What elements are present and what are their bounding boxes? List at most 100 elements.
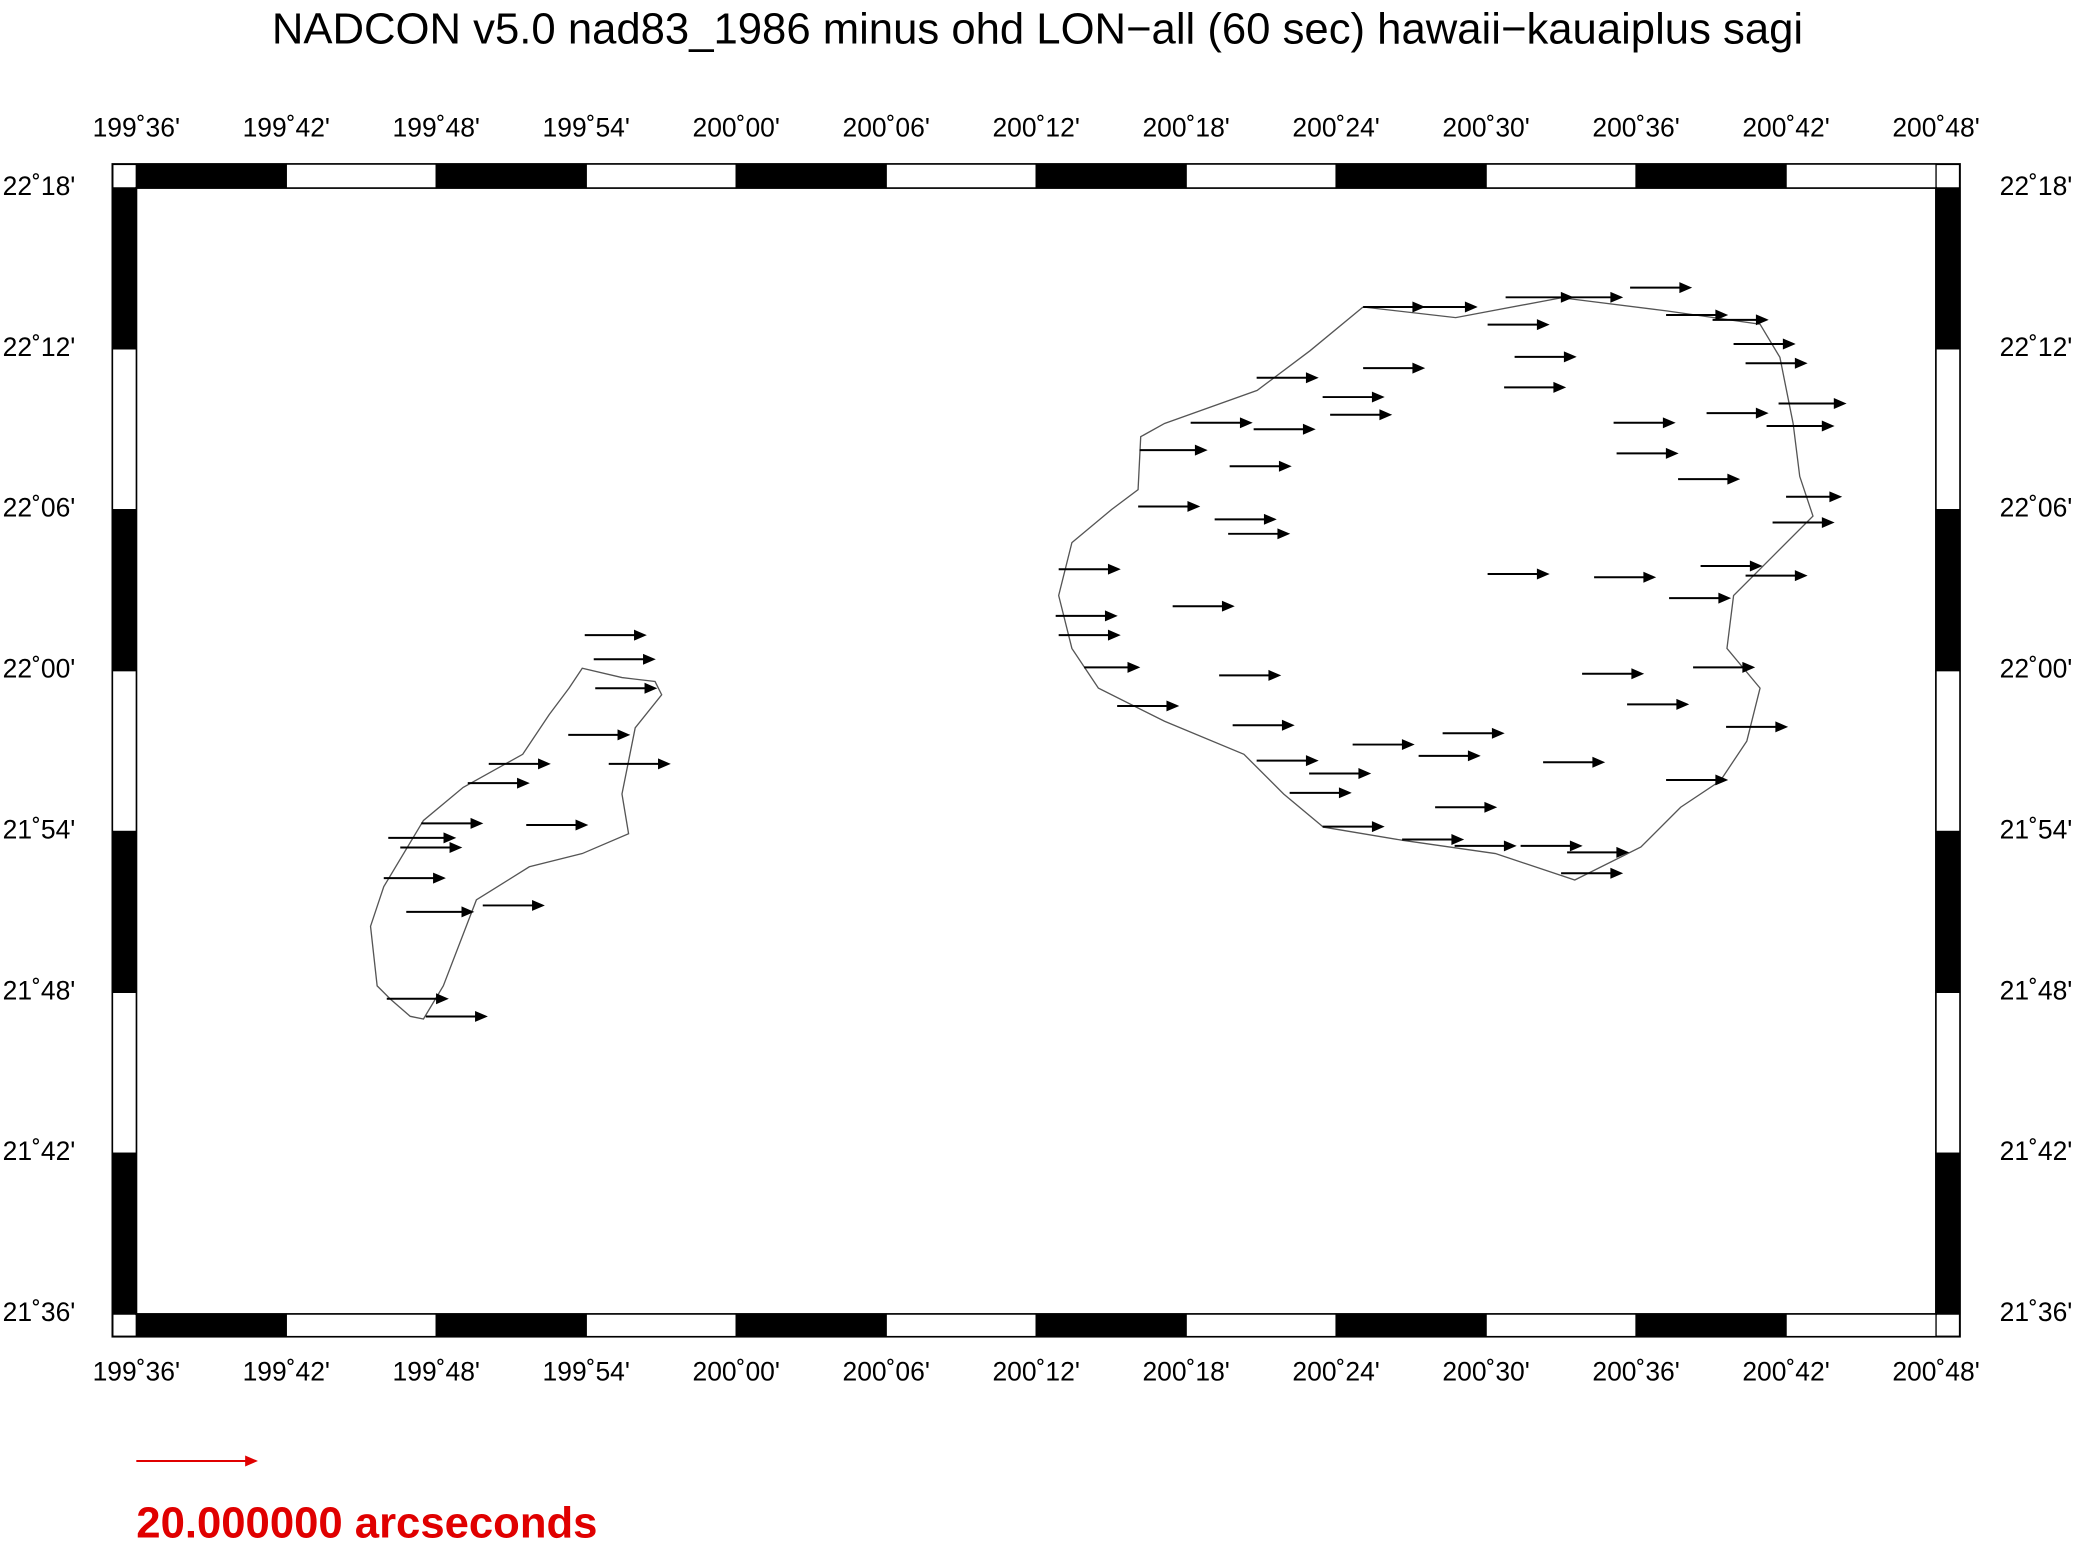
shift-vector <box>1666 774 1729 786</box>
frame-segment <box>1935 509 1961 672</box>
shift-vector <box>1678 473 1741 485</box>
shift-vector <box>1309 768 1372 779</box>
frame-segment <box>111 830 137 993</box>
x-tick-label-bottom: 199˚42' <box>243 1357 330 1387</box>
frame-segment <box>111 348 137 511</box>
shift-vector <box>1442 727 1505 739</box>
shift-vector <box>1627 698 1690 710</box>
x-tick-label-bottom: 200˚42' <box>1742 1357 1829 1387</box>
frame-segment <box>885 163 1037 189</box>
frame-segment <box>1635 163 1787 189</box>
map-title: NADCON v5.0 nad83_1986 minus ohd LON−all… <box>272 4 1803 53</box>
shift-vector <box>1139 444 1208 456</box>
y-tick-label-left: 21˚42' <box>3 1136 76 1166</box>
shift-vector <box>1256 372 1319 384</box>
shift-vector <box>584 629 647 641</box>
frame-segment <box>111 187 137 350</box>
y-tick-label-right: 22˚12' <box>2000 332 2073 362</box>
frame-segment <box>285 1313 437 1338</box>
y-tick-label-right: 22˚00' <box>2000 654 2073 684</box>
shift-vector <box>1666 309 1729 321</box>
shift-vector <box>1504 381 1567 393</box>
frame-segment <box>111 509 137 672</box>
frame-segment <box>1335 163 1487 189</box>
frame-segment <box>1785 1313 1937 1338</box>
shift-vector <box>1514 351 1577 363</box>
y-tick-label-right: 21˚42' <box>2000 1136 2073 1166</box>
x-tick-label-bottom: 199˚54' <box>543 1357 630 1387</box>
x-tick-label-top: 200˚00' <box>693 113 780 143</box>
x-tick-label-top: 199˚48' <box>393 113 480 143</box>
shift-vector <box>383 872 446 884</box>
x-tick-label-bottom: 200˚48' <box>1892 1357 1979 1387</box>
shift-vector <box>1733 338 1796 350</box>
x-tick-label-bottom: 200˚06' <box>842 1357 929 1387</box>
shift-vector <box>1415 301 1478 313</box>
shift-vector <box>593 653 656 665</box>
shift-vector <box>1582 668 1645 680</box>
shift-vector <box>1567 846 1630 858</box>
shift-vector <box>1435 801 1498 813</box>
shift-vector <box>1138 500 1201 512</box>
frame-segment <box>585 1313 737 1338</box>
frame-segment <box>1035 1313 1187 1338</box>
shift-vector <box>1330 409 1393 421</box>
x-tick-label-top: 200˚06' <box>842 113 929 143</box>
frame-segment <box>1335 1313 1487 1338</box>
shift-vector <box>1289 787 1352 799</box>
frame-segment <box>1785 163 1937 189</box>
x-tick-label-bottom: 200˚18' <box>1142 1357 1229 1387</box>
shift-vector <box>1402 834 1465 845</box>
shift-vector <box>488 758 551 770</box>
shift-vector <box>1172 600 1235 612</box>
shift-vector <box>1706 407 1769 419</box>
y-tick-label-left: 22˚12' <box>3 332 76 362</box>
shift-vector <box>1058 563 1121 575</box>
x-tick-label-top: 200˚24' <box>1292 113 1379 143</box>
frame-segment <box>1935 991 1961 1154</box>
x-tick-label-bottom: 200˚00' <box>693 1357 780 1387</box>
coastline-kauai <box>1057 297 1814 881</box>
x-tick-label-top: 200˚18' <box>1142 113 1229 143</box>
y-tick-label-left: 22˚00' <box>3 654 76 684</box>
shift-vector <box>1214 513 1277 525</box>
shift-vector <box>467 777 530 789</box>
frame-segment <box>1635 1313 1787 1338</box>
shift-vector <box>1487 319 1550 331</box>
frame-segment <box>1185 1313 1337 1338</box>
shift-vector <box>388 832 457 844</box>
y-tick-label-right: 21˚54' <box>2000 814 2073 844</box>
shift-vector <box>1778 398 1847 409</box>
shift-vector <box>1520 840 1583 852</box>
shift-vector <box>1322 821 1385 833</box>
shift-vector <box>1117 700 1180 712</box>
shift-vector <box>1669 592 1732 604</box>
shift-vector <box>1745 357 1808 369</box>
x-tick-label-bottom: 200˚36' <box>1592 1357 1679 1387</box>
shift-vector <box>1616 447 1679 459</box>
shift-vector <box>1228 528 1291 540</box>
shift-vector <box>1352 739 1415 751</box>
shift-vector <box>1253 423 1316 435</box>
y-tick-label-right: 22˚18' <box>2000 171 2073 201</box>
y-tick-label-right: 21˚48' <box>2000 975 2073 1005</box>
x-tick-label-top: 200˚42' <box>1742 113 1829 143</box>
shift-vector <box>1363 301 1426 313</box>
x-tick-label-top: 200˚36' <box>1592 113 1679 143</box>
shift-vector <box>1693 661 1756 673</box>
x-tick-label-bottom: 200˚30' <box>1442 1357 1529 1387</box>
frame-segment <box>111 991 137 1154</box>
coastline-niihau <box>369 667 663 1020</box>
shift-vector <box>1084 661 1141 673</box>
shift-vector <box>1712 314 1769 326</box>
shift-vector <box>1766 420 1835 432</box>
frame-segment <box>1485 1313 1637 1338</box>
frame-segment <box>1935 669 1961 833</box>
x-tick-label-top: 199˚36' <box>93 113 180 143</box>
shift-vector <box>1363 362 1426 374</box>
shift-vector <box>526 819 589 831</box>
shift-vector <box>1256 755 1319 767</box>
shift-vector <box>608 758 671 770</box>
